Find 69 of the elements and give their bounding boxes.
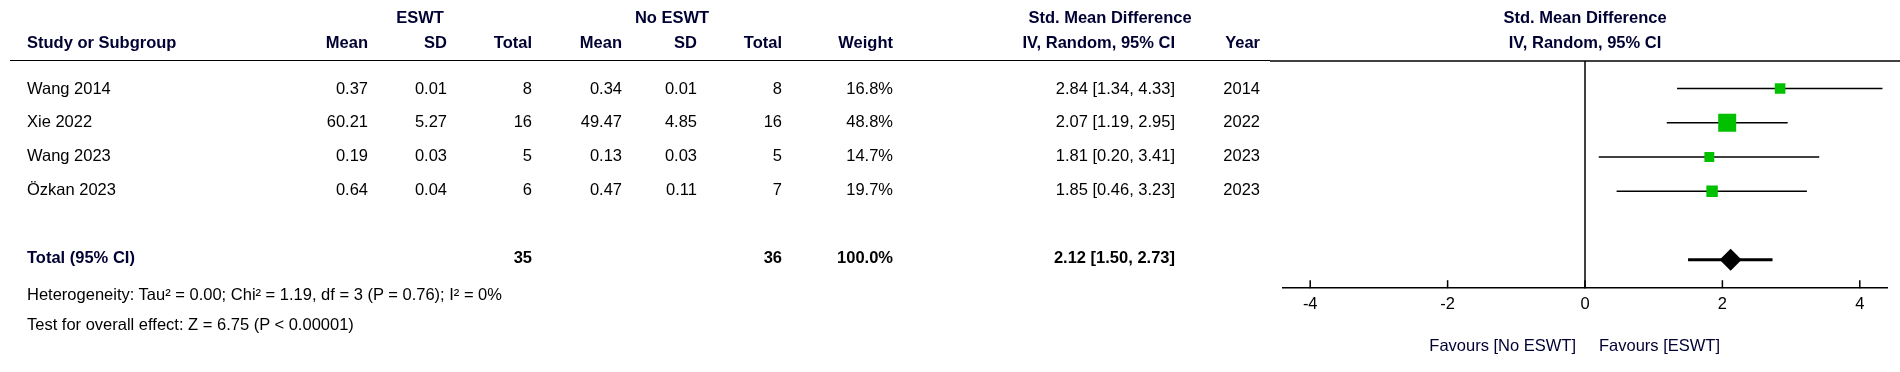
- text: 0.64: [335, 179, 368, 198]
- text: 35: [513, 247, 532, 266]
- category-label: Weight: [838, 33, 893, 52]
- text: 4.85: [664, 112, 697, 131]
- category-label: Wang 2023: [27, 146, 111, 165]
- category-label: Year: [1225, 33, 1260, 52]
- text: 0.03: [664, 146, 697, 165]
- text: 0.37: [335, 78, 368, 97]
- text: 0.01: [414, 78, 447, 97]
- category-label: Wang 2014: [27, 78, 111, 97]
- category-label: Xie 2022: [27, 112, 93, 131]
- category-label: Total: [743, 33, 782, 52]
- category-label: IV, Random, 95% CI: [1022, 33, 1175, 52]
- text: Test for overall effect: Z = 6.75 (P < 0.00001): [27, 315, 354, 335]
- text: 0.03: [414, 146, 447, 165]
- text: Favours [No ESWT]: [1429, 335, 1576, 354]
- category-label: Total: [493, 33, 532, 52]
- chart-subtitle: IV, Random, 95% CI: [1508, 32, 1662, 51]
- text: 19.7%: [846, 179, 893, 198]
- text: Study or Subgroup: [27, 33, 177, 52]
- text: 2.84 [1.34, 4.33]: [1055, 78, 1175, 97]
- text: 2022: [1223, 112, 1260, 131]
- text: 100.0%: [837, 247, 893, 266]
- text: 36: [763, 247, 782, 266]
- text: 0.13: [589, 146, 622, 165]
- text: 6: [522, 179, 532, 198]
- text: 1.85 [0.46, 3.23]: [1055, 179, 1175, 198]
- x-tick-label: 4: [1855, 293, 1865, 312]
- text: 2.07 [1.19, 2.95]: [1055, 112, 1175, 131]
- text: Std. Mean Difference: [1028, 8, 1192, 27]
- text: 8: [522, 78, 532, 97]
- chart-title: Std. Mean Difference: [1503, 7, 1667, 26]
- category-label: SD: [674, 33, 697, 52]
- text: 16.8%: [846, 78, 893, 97]
- text: Heterogeneity: Tau² = 0.00; Chi² = 1.19, df = 3 (P = 0.76); I² = 0%: [27, 285, 502, 305]
- text: 0.04: [414, 179, 447, 198]
- text: ESWT: [396, 8, 444, 27]
- text: 2023: [1223, 146, 1260, 165]
- text: 0.47: [589, 179, 622, 198]
- x-tick-label: -4: [1302, 293, 1318, 312]
- text: 1.81 [0.20, 3.41]: [1055, 146, 1175, 165]
- text: 5: [772, 146, 782, 165]
- text: 16: [513, 112, 532, 131]
- x-tick-label: 2: [1717, 293, 1727, 312]
- text: 5.27: [414, 112, 447, 131]
- category-label: SD: [424, 33, 447, 52]
- text: 2.12 [1.50, 2.73]: [1053, 247, 1175, 266]
- category-label: Mean: [579, 33, 622, 52]
- text: 60.21: [326, 112, 368, 131]
- x-tick-label: -2: [1440, 293, 1455, 312]
- category-label: Total (95% CI): [27, 247, 135, 266]
- text: Favours [ESWT]: [1599, 335, 1721, 354]
- x-tick-label: 0: [1580, 293, 1590, 312]
- text: 48.8%: [846, 112, 893, 131]
- text: 0.11: [666, 179, 697, 198]
- text: 7: [772, 179, 782, 198]
- category-label: Mean: [325, 33, 368, 52]
- category-label: Özkan 2023: [27, 179, 116, 198]
- text: 8: [772, 78, 782, 97]
- text: 0.34: [589, 78, 622, 97]
- text: 49.47: [580, 112, 622, 131]
- text: 0.01: [664, 78, 697, 97]
- text: 2023: [1223, 179, 1260, 198]
- text: No ESWT: [634, 8, 710, 27]
- text: 14.7%: [846, 146, 893, 165]
- text: 0.19: [335, 146, 368, 165]
- text: 16: [763, 112, 782, 131]
- text: 2014: [1223, 78, 1260, 97]
- text: 5: [522, 146, 532, 165]
